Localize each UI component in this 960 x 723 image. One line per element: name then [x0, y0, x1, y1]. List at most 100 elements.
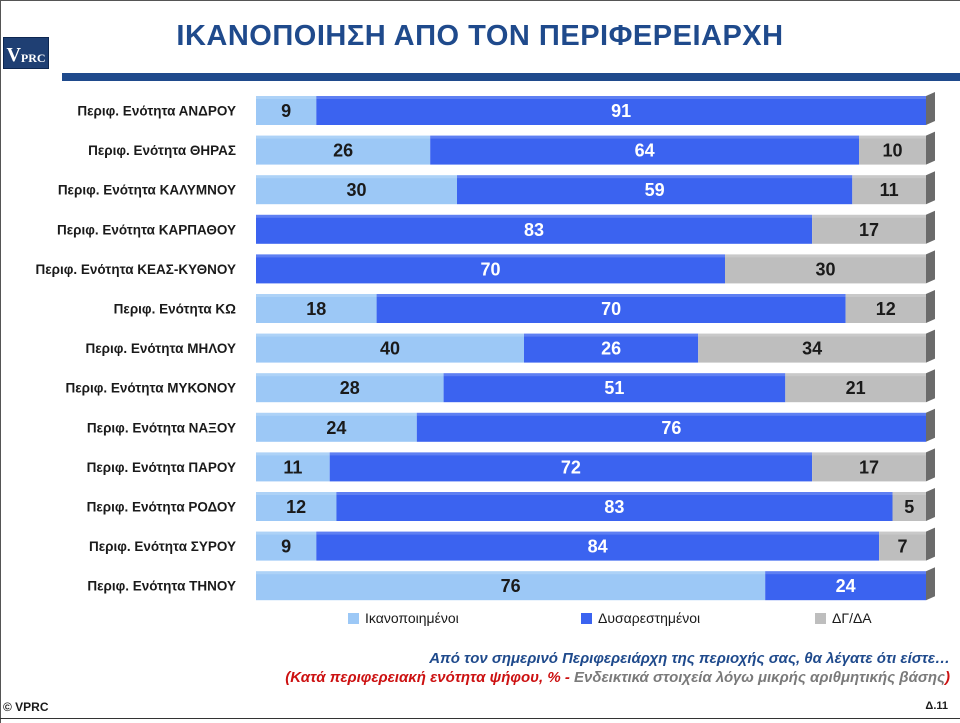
bar-segment-satisfied — [256, 373, 444, 403]
bar-segment-dk-na — [845, 294, 926, 323]
bar-segment-dissatisfied — [416, 412, 926, 442]
bar-segment-highlight — [256, 254, 725, 258]
bar-side-face — [926, 290, 935, 323]
category-label: Περιφ. Ενότητα ΘΗΡΑΣ — [88, 143, 236, 158]
bar-segment-highlight — [256, 96, 317, 99]
bar-value-label-dissatisfied: 76 — [661, 418, 681, 438]
bar-value-label-dissatisfied: 64 — [635, 141, 655, 161]
bar-value-label-dk-na: 17 — [859, 220, 879, 240]
bar-value-label-satisfied: 26 — [333, 141, 353, 161]
bar-side-face — [926, 210, 935, 244]
category-label: Περιφ. Ενότητα ΜΗΛΟΥ — [85, 341, 236, 356]
bar-segment-highlight — [256, 175, 457, 179]
footer-divider — [0, 718, 960, 719]
bar-segment-highlight — [859, 135, 926, 139]
bar-segment-highlight — [256, 531, 317, 535]
bar-segment-highlight — [256, 135, 431, 139]
bar-value-label-satisfied: 18 — [306, 299, 326, 319]
legend-swatch-dk-na — [815, 612, 826, 624]
bar-value-label-dk-na: 7 — [898, 537, 908, 557]
bar-value-label-dissatisfied: 51 — [604, 378, 624, 398]
bar-value-label-dk-na: 21 — [846, 378, 866, 398]
bar-value-label-dk-na: 17 — [859, 457, 879, 477]
bar-segment-dk-na — [892, 492, 926, 521]
bar-segment-highlight — [256, 412, 417, 416]
bar-segment-dk-na — [879, 531, 926, 561]
base-footnote-gray: Ενδεικτικά στοιχεία λόγω μικρής αριθμητι… — [574, 669, 945, 686]
bar-segment-highlight — [416, 412, 926, 416]
bar-value-label-dissatisfied: 91 — [611, 101, 631, 121]
bar-value-label-satisfied: 76 — [501, 576, 521, 596]
legend-label-satisfied: Ικανοποιημένοι — [365, 610, 459, 626]
copyright-text: © VPRC — [3, 700, 49, 714]
vprc-logo: V PRC — [3, 37, 49, 69]
bar-side-face — [926, 329, 935, 363]
bar-segment-highlight — [457, 175, 853, 179]
legend-item-dissatisfied: Δυσαρεστημένοι — [581, 610, 700, 626]
bar-segment-dissatisfied — [316, 531, 880, 561]
bar-segment-satisfied — [256, 294, 377, 323]
bar-segment-dk-na — [698, 333, 926, 363]
category-label: Περιφ. Ενότητα ΡΟΔΟΥ — [87, 500, 236, 515]
bar-segment-highlight — [852, 175, 926, 179]
category-label: Περιφ. Ενότητα ΣΥΡΟΥ — [89, 539, 236, 554]
bar-value-label-satisfied: 40 — [380, 339, 400, 359]
logo-letter: V — [6, 44, 21, 66]
bar-segment-satisfied — [256, 531, 317, 561]
bar-value-label-dissatisfied: 84 — [588, 537, 608, 557]
bar-segment-highlight — [256, 492, 337, 495]
bar-segment-dk-na — [812, 452, 926, 482]
bar-value-label-dissatisfied: 59 — [645, 180, 665, 200]
bar-segment-highlight — [256, 214, 813, 218]
legend-label-dissatisfied: Δυσαρεστημένοι — [598, 610, 701, 626]
bar-value-label-dk-na: 30 — [815, 259, 835, 279]
bar-segment-dissatisfied — [376, 294, 846, 323]
bar-segment-dk-na — [725, 254, 926, 284]
bar-value-label-dissatisfied: 26 — [601, 339, 621, 359]
category-label: Περιφ. Ενότητα ΑΝΔΡΟΥ — [77, 104, 236, 119]
bar-segment-satisfied — [256, 333, 524, 363]
bar-side-face — [926, 171, 935, 205]
bar-value-label-dissatisfied: 83 — [524, 220, 544, 240]
legend-swatch-dissatisfied — [581, 612, 592, 624]
bar-segment-dissatisfied — [457, 175, 853, 205]
bar-segment-highlight — [812, 214, 926, 218]
base-footnote: (Κατά περιφερειακή ενότητα ψήφου, % - Εν… — [285, 669, 950, 686]
bar-segment-satisfied — [256, 412, 417, 442]
bar-segment-dk-na — [785, 373, 926, 403]
bar-segment-satisfied — [256, 452, 330, 482]
bar-value-label-satisfied: 12 — [286, 497, 306, 517]
legend-item-dk-na: ΔΓ/ΔΑ — [815, 610, 872, 626]
category-label: Περιφ. Ενότητα ΚΑΛΥΜΝΟΥ — [58, 183, 236, 198]
bar-value-label-dissatisfied: 24 — [836, 576, 856, 596]
bar-segment-highlight — [336, 492, 893, 495]
bar-value-label-satisfied: 30 — [346, 180, 366, 200]
bar-value-label-dk-na: 34 — [802, 339, 822, 359]
bar-segment-highlight — [443, 373, 786, 377]
bar-value-label-dissatisfied: 70 — [480, 259, 500, 279]
bar-segment-satisfied — [256, 135, 431, 165]
category-label: Περιφ. Ενότητα ΚΩ — [114, 302, 237, 317]
bar-value-label-dk-na: 10 — [882, 141, 902, 161]
bar-side-face — [926, 369, 935, 403]
title-underline — [62, 73, 960, 81]
category-label: Περιφ. Ενότητα ΜΥΚΟΝΟΥ — [65, 381, 236, 396]
bar-segment-dissatisfied — [316, 96, 926, 125]
legend-swatch-satisfied — [348, 612, 359, 624]
bar-segment-dissatisfied — [329, 452, 813, 482]
base-footnote-end: ) — [945, 669, 950, 686]
frame-top-border — [0, 0, 960, 1]
bar-value-label-dissatisfied: 70 — [601, 299, 621, 319]
bar-segment-dissatisfied — [524, 333, 699, 363]
question-footnote: Από τον σημερινό Περιφερειάρχη της περιο… — [429, 650, 950, 667]
bar-segment-satisfied — [256, 175, 457, 205]
bar-value-label-dk-na: 5 — [904, 497, 914, 517]
bar-segment-satisfied — [256, 492, 337, 521]
bar-segment-highlight — [316, 96, 926, 99]
bar-segment-dk-na — [812, 214, 926, 244]
base-footnote-red: (Κατά περιφερειακή ενότητα ψήφου, % - — [285, 669, 574, 686]
bar-segment-dissatisfied — [336, 492, 893, 521]
bar-value-label-satisfied: 9 — [281, 537, 291, 557]
chart-legend: Ικανοποιημένοι Δυσαρεστημένοι ΔΓ/ΔΑ — [0, 610, 960, 630]
bar-segment-highlight — [812, 452, 926, 456]
